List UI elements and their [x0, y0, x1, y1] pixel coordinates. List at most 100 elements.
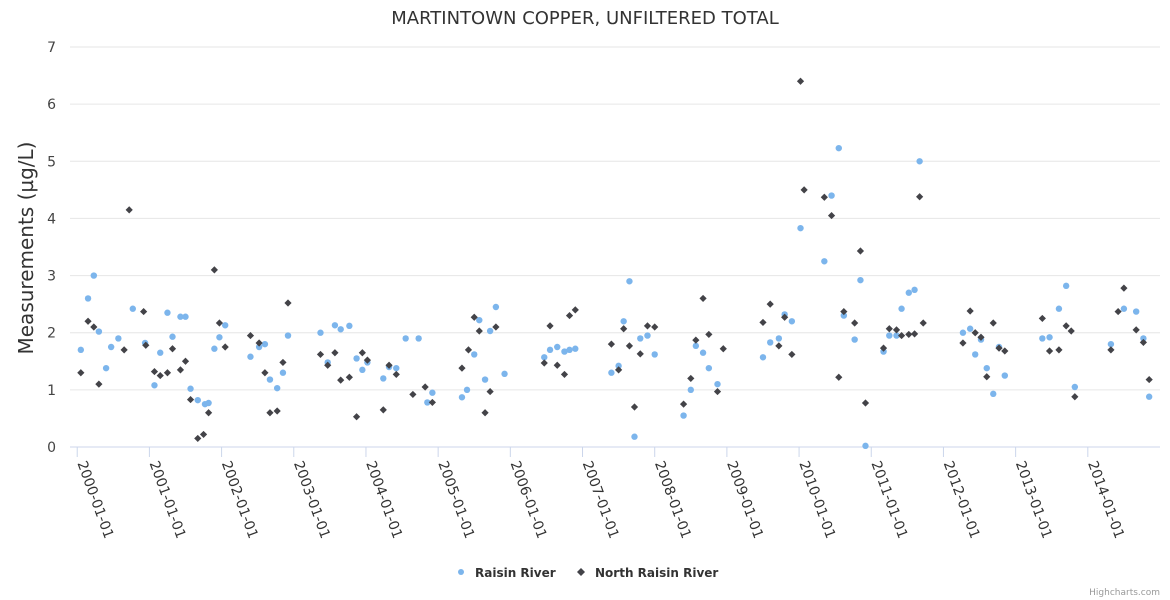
- point-north-raisin-river[interactable]: [324, 361, 332, 369]
- point-raisin-river[interactable]: [554, 343, 561, 351]
- point-raisin-river[interactable]: [990, 390, 997, 398]
- point-raisin-river[interactable]: [759, 354, 767, 361]
- point-raisin-river[interactable]: [182, 313, 189, 320]
- point-raisin-river[interactable]: [337, 326, 344, 333]
- point-raisin-river[interactable]: [983, 364, 990, 372]
- point-north-raisin-river[interactable]: [84, 317, 92, 325]
- point-raisin-river[interactable]: [102, 364, 110, 372]
- point-raisin-river[interactable]: [959, 329, 967, 336]
- point-north-raisin-river[interactable]: [261, 369, 269, 377]
- point-raisin-river[interactable]: [151, 382, 158, 389]
- point-north-raisin-river[interactable]: [156, 371, 164, 380]
- point-raisin-river[interactable]: [486, 327, 494, 335]
- point-north-raisin-river[interactable]: [142, 341, 150, 349]
- point-north-raisin-river[interactable]: [77, 369, 85, 377]
- point-raisin-river[interactable]: [95, 328, 103, 335]
- point-raisin-river[interactable]: [886, 332, 893, 339]
- point-raisin-river[interactable]: [402, 335, 409, 342]
- point-raisin-river[interactable]: [1107, 340, 1115, 348]
- point-raisin-river[interactable]: [266, 376, 274, 383]
- point-north-raisin-river[interactable]: [892, 326, 901, 334]
- point-raisin-river[interactable]: [893, 332, 900, 339]
- point-north-raisin-river[interactable]: [163, 369, 172, 377]
- point-north-raisin-river[interactable]: [630, 403, 639, 411]
- point-north-raisin-river[interactable]: [781, 313, 789, 321]
- point-raisin-river[interactable]: [1001, 372, 1009, 379]
- point-north-raisin-river[interactable]: [995, 344, 1003, 352]
- point-raisin-river[interactable]: [424, 399, 431, 406]
- point-north-raisin-river[interactable]: [284, 299, 292, 307]
- point-north-raisin-river[interactable]: [861, 399, 870, 407]
- point-raisin-river[interactable]: [699, 349, 707, 356]
- point-raisin-river[interactable]: [492, 303, 500, 311]
- point-north-raisin-river[interactable]: [464, 346, 473, 354]
- point-raisin-river[interactable]: [380, 375, 387, 382]
- point-raisin-river[interactable]: [458, 394, 466, 401]
- point-north-raisin-river[interactable]: [150, 367, 159, 376]
- point-north-raisin-river[interactable]: [279, 358, 287, 367]
- point-north-raisin-river[interactable]: [916, 193, 924, 201]
- point-north-raisin-river[interactable]: [705, 330, 713, 339]
- point-raisin-river[interactable]: [353, 355, 360, 362]
- point-raisin-river[interactable]: [1132, 308, 1140, 315]
- point-raisin-river[interactable]: [255, 343, 263, 351]
- point-north-raisin-river[interactable]: [1145, 375, 1153, 384]
- point-north-raisin-river[interactable]: [820, 193, 828, 201]
- point-north-raisin-river[interactable]: [181, 357, 190, 365]
- point-north-raisin-river[interactable]: [204, 409, 213, 417]
- point-raisin-river[interactable]: [164, 309, 171, 316]
- point-north-raisin-river[interactable]: [835, 373, 843, 381]
- point-north-raisin-river[interactable]: [470, 313, 478, 321]
- point-north-raisin-river[interactable]: [885, 325, 893, 333]
- point-north-raisin-river[interactable]: [1114, 307, 1122, 316]
- point-raisin-river[interactable]: [687, 386, 694, 394]
- point-north-raisin-river[interactable]: [221, 343, 229, 351]
- point-north-raisin-river[interactable]: [90, 323, 98, 331]
- point-north-raisin-river[interactable]: [266, 409, 274, 417]
- point-north-raisin-river[interactable]: [1107, 346, 1115, 354]
- point-north-raisin-river[interactable]: [840, 307, 848, 316]
- point-raisin-river[interactable]: [898, 305, 905, 312]
- point-north-raisin-river[interactable]: [1038, 314, 1046, 323]
- point-raisin-river[interactable]: [911, 286, 918, 294]
- point-north-raisin-river[interactable]: [897, 331, 906, 340]
- point-raisin-river[interactable]: [916, 158, 923, 165]
- point-raisin-river[interactable]: [1039, 335, 1046, 342]
- point-raisin-river[interactable]: [107, 343, 115, 351]
- point-north-raisin-river[interactable]: [409, 390, 417, 399]
- point-north-raisin-river[interactable]: [971, 329, 979, 337]
- point-raisin-river[interactable]: [840, 312, 848, 319]
- point-raisin-river[interactable]: [714, 380, 721, 388]
- point-north-raisin-river[interactable]: [316, 350, 325, 359]
- point-north-raisin-river[interactable]: [607, 340, 615, 348]
- point-raisin-river[interactable]: [1140, 335, 1147, 342]
- point-raisin-river[interactable]: [393, 364, 400, 372]
- point-raisin-river[interactable]: [90, 272, 98, 279]
- point-north-raisin-river[interactable]: [560, 370, 569, 379]
- point-north-raisin-river[interactable]: [199, 430, 208, 439]
- point-raisin-river[interactable]: [317, 329, 324, 336]
- point-raisin-river[interactable]: [84, 295, 92, 302]
- point-north-raisin-river[interactable]: [392, 370, 400, 379]
- point-raisin-river[interactable]: [615, 362, 622, 370]
- point-raisin-river[interactable]: [972, 351, 979, 358]
- point-north-raisin-river[interactable]: [273, 407, 281, 415]
- point-raisin-river[interactable]: [194, 396, 201, 404]
- point-raisin-river[interactable]: [821, 258, 828, 265]
- point-north-raisin-river[interactable]: [486, 387, 494, 396]
- point-north-raisin-river[interactable]: [625, 342, 634, 350]
- point-raisin-river[interactable]: [129, 305, 137, 312]
- point-north-raisin-river[interactable]: [210, 266, 218, 274]
- point-north-raisin-river[interactable]: [713, 387, 722, 396]
- point-raisin-river[interactable]: [463, 386, 471, 394]
- point-raisin-river[interactable]: [692, 342, 700, 350]
- point-raisin-river[interactable]: [835, 144, 842, 152]
- point-raisin-river[interactable]: [828, 192, 835, 199]
- point-north-raisin-river[interactable]: [168, 345, 177, 353]
- point-north-raisin-river[interactable]: [1055, 346, 1063, 354]
- point-raisin-river[interactable]: [857, 276, 864, 284]
- point-raisin-river[interactable]: [247, 353, 254, 360]
- point-north-raisin-river[interactable]: [492, 323, 500, 331]
- point-raisin-river[interactable]: [631, 433, 638, 440]
- point-north-raisin-river[interactable]: [379, 406, 387, 414]
